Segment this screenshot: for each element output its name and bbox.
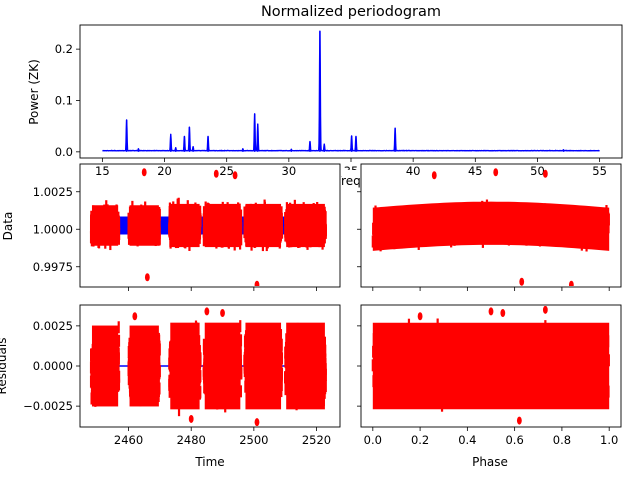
y-tick-label: 1.0000 (33, 222, 73, 236)
y-tick-label: 1.0025 (33, 185, 73, 199)
x-tick-label: 55 (592, 164, 607, 178)
periodogram-plot-area (101, 30, 601, 152)
periodogram-title: Normalized periodogram (261, 4, 441, 20)
y-tick-label: 0.1 (55, 93, 73, 107)
outlier-point (232, 171, 238, 180)
y-tick-label: 0.9975 (33, 260, 73, 274)
data-time-ticks: 0.9975 1.0000 1.0025 (33, 185, 317, 291)
outlier-point (213, 169, 219, 178)
data-band (91, 205, 119, 246)
data-band (286, 203, 325, 248)
data-band (170, 203, 200, 248)
data-time-panel: 0.9975 1.0000 1.0025 Data (1, 163, 341, 291)
residuals-time-plot-area (89, 307, 327, 426)
outlier-point (568, 280, 574, 286)
data-band (204, 203, 241, 248)
data-time-plot-area (89, 168, 327, 286)
phase-band (372, 201, 610, 251)
periodogram-ylabel: Power (ZK) (27, 59, 41, 125)
data-phase-plot-area (371, 168, 610, 286)
data-phase-panel (357, 163, 622, 291)
periodogram-ticks: 1520253035404550550.00.10.2 (55, 42, 607, 178)
x-tick-label: 30 (282, 164, 297, 178)
y-tick-label: 0.2 (55, 42, 73, 56)
data-band (170, 322, 200, 410)
x-tick-label: 25 (219, 164, 234, 178)
outlier-point (431, 171, 437, 180)
data-ylabel: Data (1, 212, 15, 241)
outlier-point (493, 168, 499, 177)
data-band (129, 325, 159, 407)
data-time-axes-frame (79, 163, 341, 288)
data-band (91, 325, 119, 407)
outlier-point (542, 169, 548, 178)
x-tick-label: 40 (406, 164, 421, 178)
x-tick-label: 45 (468, 164, 483, 178)
outlier-point (519, 277, 525, 286)
data-band (245, 203, 282, 248)
outlier-point (144, 273, 150, 282)
x-tick-label: 50 (530, 164, 545, 178)
data-band (204, 322, 241, 410)
data-phase-axes-frame (360, 163, 622, 288)
y-tick-label: 0.0 (55, 145, 73, 159)
periodogram-panel: Normalized periodogram 15202530354045505… (27, 4, 623, 178)
data-band (129, 205, 159, 246)
x-tick-label: 20 (157, 164, 172, 178)
outlier-point (254, 280, 260, 286)
x-tick-label: 15 (95, 164, 110, 178)
outlier-point (141, 168, 147, 177)
periodogram-line (101, 30, 601, 152)
data-phase-ticks (357, 191, 610, 291)
